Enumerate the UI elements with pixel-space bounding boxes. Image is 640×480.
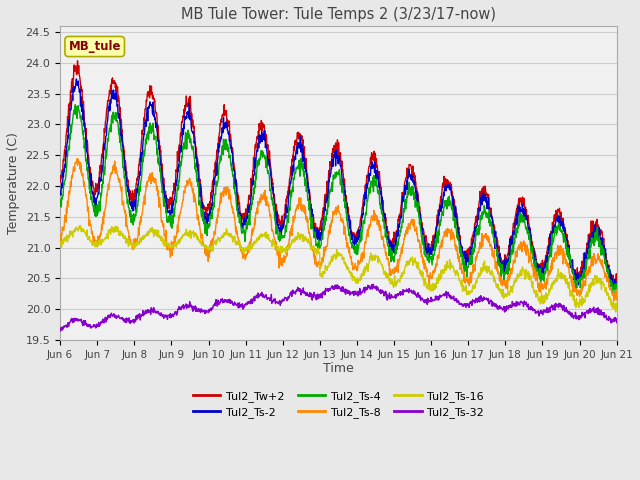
Title: MB Tule Tower: Tule Temps 2 (3/23/17-now): MB Tule Tower: Tule Temps 2 (3/23/17-now… xyxy=(181,7,496,22)
Legend: Tul2_Tw+2, Tul2_Ts-2, Tul2_Ts-4, Tul2_Ts-8, Tul2_Ts-16, Tul2_Ts-32: Tul2_Tw+2, Tul2_Ts-2, Tul2_Ts-4, Tul2_Ts… xyxy=(188,386,489,423)
Y-axis label: Temperature (C): Temperature (C) xyxy=(7,132,20,234)
Text: MB_tule: MB_tule xyxy=(68,40,121,53)
X-axis label: Time: Time xyxy=(323,362,354,375)
